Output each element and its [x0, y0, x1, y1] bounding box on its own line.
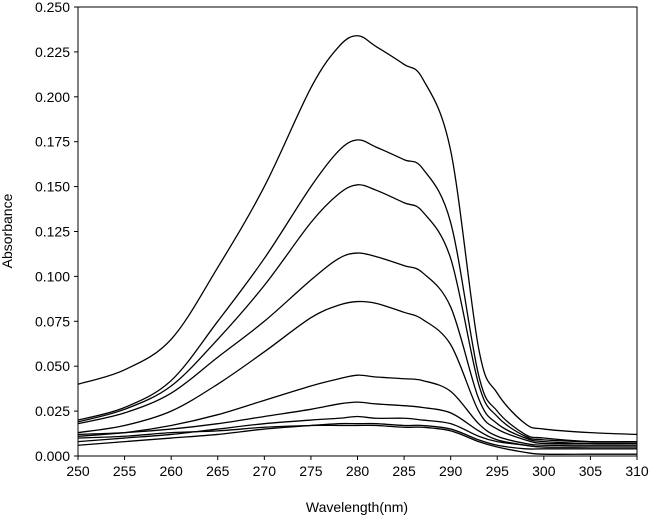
- y-tick-label: 0.100: [35, 268, 70, 284]
- y-tick-label: 0.050: [35, 358, 70, 374]
- x-tick-label: 255: [113, 463, 137, 479]
- series-lines: [77, 35, 638, 455]
- y-tick-label: 0.075: [35, 313, 70, 329]
- x-axis: 250 255 260 265 270 275 280 285 290 295 300 305 310: [66, 456, 649, 479]
- x-tick-label: 280: [346, 463, 370, 479]
- x-tick-label: 310: [625, 463, 649, 479]
- x-tick-label: 275: [299, 463, 323, 479]
- y-tick-label: 0.175: [35, 134, 70, 150]
- y-tick-label: 0.025: [35, 403, 70, 419]
- x-tick-label: 295: [486, 463, 510, 479]
- x-axis-title: Wavelength(nm): [306, 499, 408, 515]
- x-tick-label: 250: [66, 463, 90, 479]
- y-tick-label: 0.200: [35, 89, 70, 105]
- y-tick-label: 0.250: [35, 0, 70, 15]
- series-line-3: [77, 184, 638, 443]
- x-tick-label: 290: [439, 463, 463, 479]
- series-line-2: [77, 139, 638, 443]
- x-tick-label: 265: [206, 463, 230, 479]
- y-tick-label: 0.150: [35, 179, 70, 195]
- x-tick-label: 270: [253, 463, 277, 479]
- x-tick-label: 305: [579, 463, 603, 479]
- x-tick-label: 300: [532, 463, 556, 479]
- y-tick-label: 0.225: [35, 44, 70, 60]
- x-tick-label: 260: [159, 463, 183, 479]
- y-axis-title: Absorbance: [0, 193, 15, 268]
- series-line-8: [77, 415, 637, 448]
- series-line-6: [77, 374, 637, 447]
- series-line-4: [77, 252, 638, 445]
- series-line-10: [77, 424, 637, 455]
- series-line-9: [77, 422, 637, 450]
- series-line-1: [77, 35, 638, 436]
- y-tick-label: 0.000: [35, 448, 70, 464]
- series-line-5: [77, 300, 637, 445]
- y-tick-label: 0.125: [35, 224, 70, 240]
- x-tick-label: 285: [392, 463, 416, 479]
- y-axis: 0.000 0.025 0.050 0.075 0.100 0.125 0.150 0.175…: [35, 0, 78, 464]
